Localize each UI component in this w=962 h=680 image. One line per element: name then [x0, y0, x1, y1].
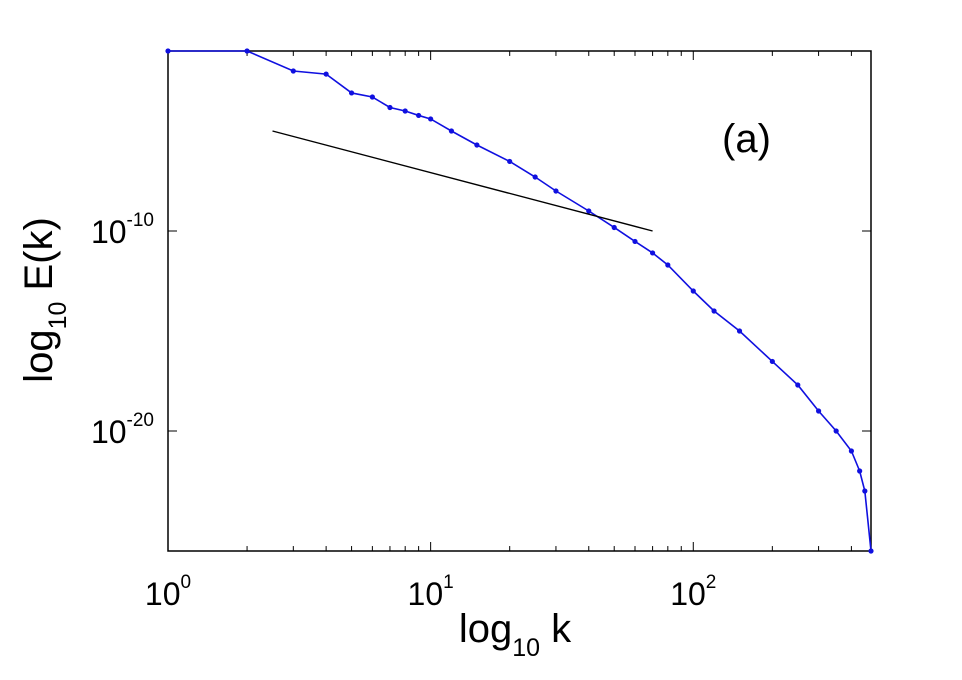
data-point — [244, 48, 250, 54]
data-point — [402, 108, 408, 114]
x-axis-label-sub: 10 — [512, 634, 540, 662]
x-tick-label: 101 — [408, 572, 454, 612]
data-point — [815, 408, 822, 414]
x-tick-label: 100 — [145, 572, 191, 612]
panel-label: (a) — [722, 117, 771, 161]
data-point — [711, 308, 717, 314]
data-point — [586, 208, 592, 214]
y-axis-label-tail: E(k) — [17, 217, 61, 301]
data-point — [416, 112, 422, 119]
data-point — [553, 188, 559, 194]
data-point — [868, 548, 874, 554]
axis-ticks: 100 101 102 10-10 10-20 — [91, 51, 871, 612]
data-point — [848, 448, 854, 454]
data-point — [736, 328, 743, 334]
plot-frame — [167, 50, 872, 552]
data-point — [369, 94, 375, 100]
data-point — [532, 174, 538, 180]
data-point — [448, 128, 455, 134]
y-tick-label: 10-10 — [91, 210, 154, 250]
data-point — [862, 488, 868, 494]
data-point — [857, 468, 863, 474]
data-point — [795, 382, 801, 388]
data-point — [690, 288, 696, 294]
x-tick-label: 102 — [670, 572, 716, 612]
data-point — [474, 142, 480, 148]
data-point — [165, 48, 171, 54]
data-point — [428, 116, 434, 122]
data-point — [833, 428, 839, 434]
data-point — [611, 224, 617, 231]
reference-slope-line — [272, 130, 653, 232]
data-point — [665, 262, 671, 268]
data-point — [387, 104, 393, 111]
series-group — [165, 48, 874, 554]
x-axis-label: log10 k — [459, 607, 572, 662]
y-axis-label-sub: 10 — [44, 302, 72, 330]
data-point — [632, 238, 638, 245]
y-tick-label: 10-20 — [91, 410, 154, 450]
data-point — [348, 90, 355, 96]
data-point — [507, 158, 513, 165]
x-axis-label-base: log — [459, 607, 512, 651]
y-axis-label: log10 E(k) — [17, 217, 72, 383]
x-axis-label-tail: k — [540, 607, 572, 651]
data-point — [649, 250, 656, 256]
data-point — [769, 358, 775, 365]
data-point — [323, 71, 329, 77]
y-axis-label-base: log — [17, 329, 61, 382]
data-point — [290, 68, 296, 74]
